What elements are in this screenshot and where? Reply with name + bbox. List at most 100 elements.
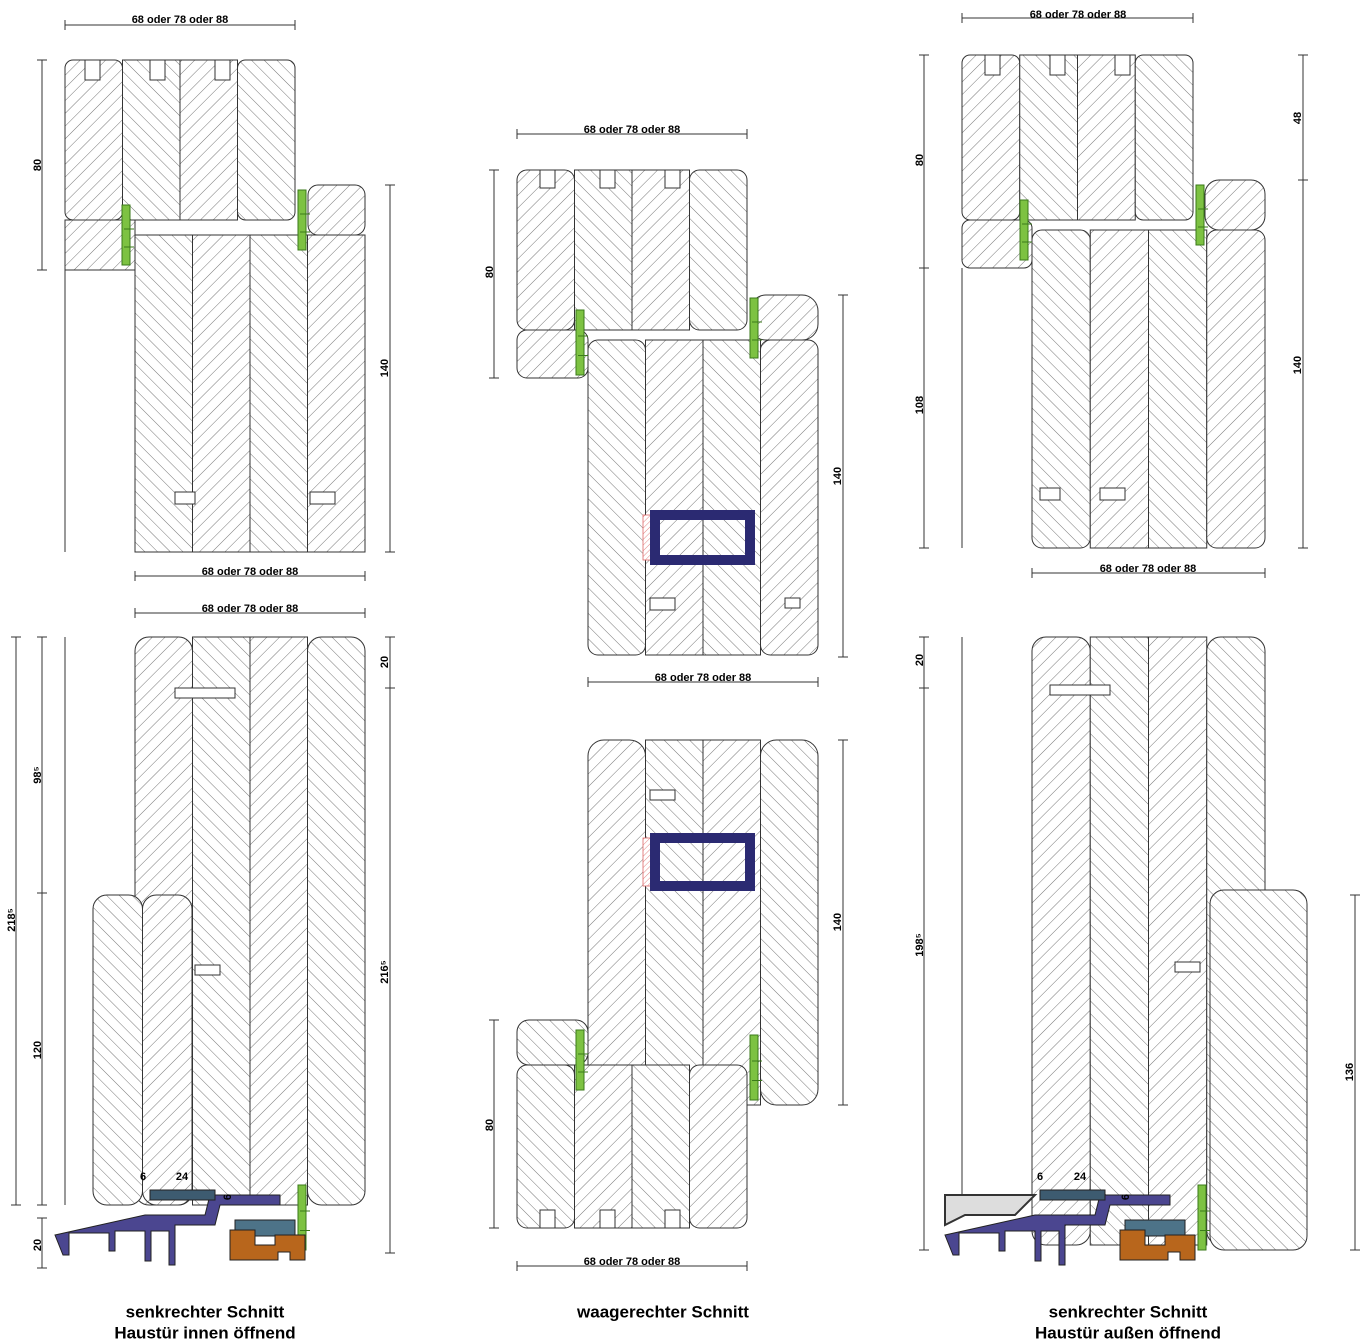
dimension-label: 6 [1120,1194,1132,1200]
dimension-label: 20 [914,654,926,666]
dimension-label: 198⁵ [914,933,926,957]
caption: senkrechter Schnitt [1049,1302,1208,1321]
wood-lamella [307,184,366,236]
wood-lamella [1209,889,1308,1251]
wood-lamella [179,59,238,221]
groove [149,59,166,81]
groove [599,169,616,189]
dimension-label: 140 [1292,356,1304,374]
caption: senkrechter Schnitt [126,1302,285,1321]
wood-lamella [1134,54,1194,221]
caption: Haustür außen öffnend [1035,1323,1221,1341]
wood-lamella [587,339,646,656]
groove [174,687,236,699]
wood-lamella [142,894,193,1206]
threshold-aluminium [229,1229,306,1261]
wood-lamella [249,234,308,553]
seal [121,204,134,266]
wood-lamella [961,54,1021,221]
groove [1039,487,1061,501]
wood-lamella [192,234,251,553]
caption: waagerechter Schnitt [576,1302,749,1321]
wood-lamella [237,59,296,221]
groove [1049,684,1111,696]
groove [84,59,101,81]
groove [1174,961,1201,973]
wood-lamella [516,329,589,379]
dimension-label: 6 [1037,1171,1043,1183]
wood-lamella [574,169,633,331]
dimension-label: 98⁵ [32,766,44,783]
dimension-label: 140 [379,359,391,377]
wood-lamella [1019,54,1078,221]
seal [749,297,762,359]
wood-lamella [122,59,181,221]
wood-lamella [631,169,690,331]
wood-lamella [516,169,575,331]
dimension-label: 80 [914,154,926,166]
dimension-label: 218⁵ [6,908,18,932]
wood-lamella [689,169,748,331]
threshold-profile [944,1194,1171,1266]
wood-lamella [1204,179,1266,231]
dimension-label: 68 oder 78 oder 88 [584,124,681,136]
groove [664,1209,681,1229]
wood-lamella [307,636,366,1206]
dimension-label: 140 [832,467,844,485]
dimension-label: 68 oder 78 oder 88 [655,672,752,684]
wood-lamella [587,739,646,1106]
dimension-label: 6 [222,1194,234,1200]
dimension-label: 68 oder 78 oder 88 [1030,9,1127,21]
dimension-label: 80 [484,266,496,278]
dimension-label: 20 [379,656,391,668]
groove [214,59,231,81]
groove [539,1209,556,1229]
wood-lamella [645,739,704,1106]
dimension-label: 108 [914,396,926,414]
groove [1114,54,1131,76]
threshold-rail [1039,1189,1106,1201]
dimension-label: 216⁵ [379,960,391,984]
seal [297,1184,310,1251]
wood-lamella [516,1064,575,1229]
groove [194,964,221,976]
threshold-aluminium [1119,1229,1196,1261]
dimension-label: 68 oder 78 oder 88 [202,603,299,615]
wood-lamella [1077,54,1136,221]
seal [1197,1184,1210,1251]
seal [1195,184,1208,246]
dimension-label: 48 [1292,112,1304,124]
dimension-label: 20 [32,1239,44,1251]
groove [309,491,336,505]
threshold-rail [149,1189,216,1201]
groove [649,597,676,611]
groove [1049,54,1066,76]
groove [664,169,681,189]
groove [174,491,196,505]
dimension-label: 68 oder 78 oder 88 [1100,563,1197,575]
dimension-label: 120 [32,1041,44,1059]
dimension-label: 68 oder 78 oder 88 [132,14,229,26]
groove [1099,487,1126,501]
dimension-label: 68 oder 78 oder 88 [202,566,299,578]
wood-lamella [689,1064,748,1229]
dimension-label: 68 oder 78 oder 88 [584,1256,681,1268]
groove [599,1209,616,1229]
threshold-cover [944,1194,1038,1227]
threshold-profile [54,1194,281,1266]
dimension-label: 136 [1344,1063,1356,1081]
steel-u-profile [650,510,755,565]
wood-lamella [702,339,761,656]
dimension-label: 80 [32,159,44,171]
wood-lamella [1089,636,1149,1246]
groove [784,597,801,609]
groove [649,789,676,801]
dimension-label: 140 [832,913,844,931]
seal [575,309,588,376]
groove [984,54,1001,76]
dimension-label: 6 [140,1171,146,1183]
dimension-label: 24 [176,1171,189,1183]
wood-lamella [64,59,123,221]
